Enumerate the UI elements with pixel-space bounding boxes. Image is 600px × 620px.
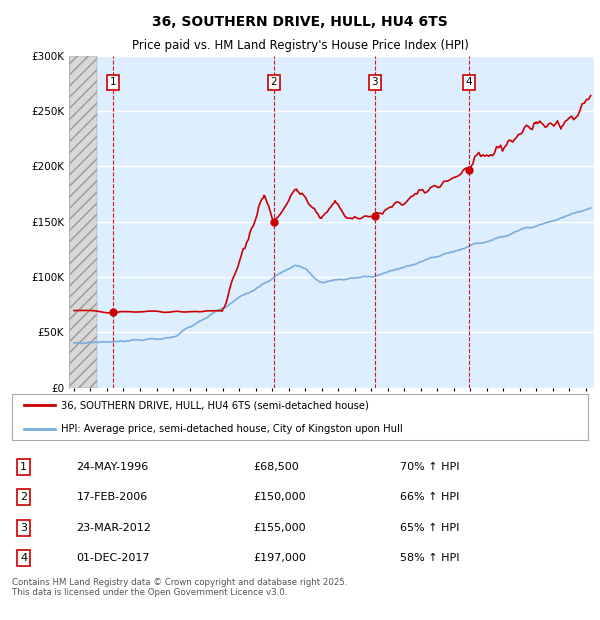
Text: 58% ↑ HPI: 58% ↑ HPI — [400, 553, 460, 563]
Text: £197,000: £197,000 — [253, 553, 306, 563]
Text: 4: 4 — [20, 553, 27, 563]
Text: 1: 1 — [20, 462, 27, 472]
Text: 1: 1 — [110, 78, 116, 87]
Text: £155,000: £155,000 — [253, 523, 305, 533]
Text: Contains HM Land Registry data © Crown copyright and database right 2025.
This d: Contains HM Land Registry data © Crown c… — [12, 578, 347, 597]
Text: 17-FEB-2006: 17-FEB-2006 — [77, 492, 148, 502]
Text: 23-MAR-2012: 23-MAR-2012 — [77, 523, 151, 533]
Text: 70% ↑ HPI: 70% ↑ HPI — [400, 462, 460, 472]
Text: 4: 4 — [466, 78, 472, 87]
Text: 65% ↑ HPI: 65% ↑ HPI — [400, 523, 460, 533]
Text: Price paid vs. HM Land Registry's House Price Index (HPI): Price paid vs. HM Land Registry's House … — [131, 39, 469, 52]
Text: 24-MAY-1996: 24-MAY-1996 — [77, 462, 149, 472]
Text: 2: 2 — [271, 78, 277, 87]
Text: 36, SOUTHERN DRIVE, HULL, HU4 6TS: 36, SOUTHERN DRIVE, HULL, HU4 6TS — [152, 16, 448, 30]
Text: 2: 2 — [20, 492, 27, 502]
Text: 01-DEC-2017: 01-DEC-2017 — [77, 553, 150, 563]
Bar — [69, 56, 97, 388]
Text: 3: 3 — [20, 523, 27, 533]
Text: 3: 3 — [371, 78, 378, 87]
Text: £150,000: £150,000 — [253, 492, 305, 502]
Text: 36, SOUTHERN DRIVE, HULL, HU4 6TS (semi-detached house): 36, SOUTHERN DRIVE, HULL, HU4 6TS (semi-… — [61, 401, 369, 410]
Text: 66% ↑ HPI: 66% ↑ HPI — [400, 492, 460, 502]
Text: HPI: Average price, semi-detached house, City of Kingston upon Hull: HPI: Average price, semi-detached house,… — [61, 423, 403, 433]
Text: £68,500: £68,500 — [253, 462, 299, 472]
